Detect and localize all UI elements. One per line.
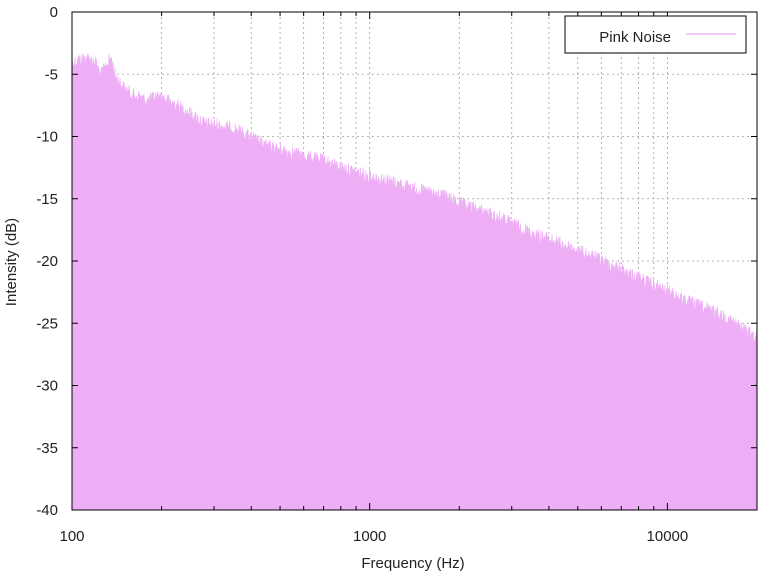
y-tick-label: -20 <box>36 253 58 270</box>
y-tick-label: -15 <box>36 191 58 208</box>
y-tick-label: -10 <box>36 129 58 146</box>
y-tick-label: -30 <box>36 378 58 395</box>
series-area-pink-noise <box>71 53 758 511</box>
y-tick-label: -5 <box>45 66 58 83</box>
y-tick-label: -25 <box>36 315 58 332</box>
x-tick-label: 10000 <box>647 528 689 545</box>
x-axis-label: Frequency (Hz) <box>361 555 464 572</box>
legend-label-pink-noise: Pink Noise <box>599 29 671 46</box>
x-tick-label: 1000 <box>353 528 386 545</box>
y-tick-label: 0 <box>50 4 58 21</box>
y-tick-label: -35 <box>36 440 58 457</box>
axes <box>71 11 758 511</box>
y-tick-label: -40 <box>36 502 58 519</box>
series-area-layer <box>71 53 758 511</box>
legend: Pink Noise <box>564 15 747 54</box>
y-axis-label: Intensity (dB) <box>3 218 20 306</box>
x-tick-label: 100 <box>59 528 84 545</box>
